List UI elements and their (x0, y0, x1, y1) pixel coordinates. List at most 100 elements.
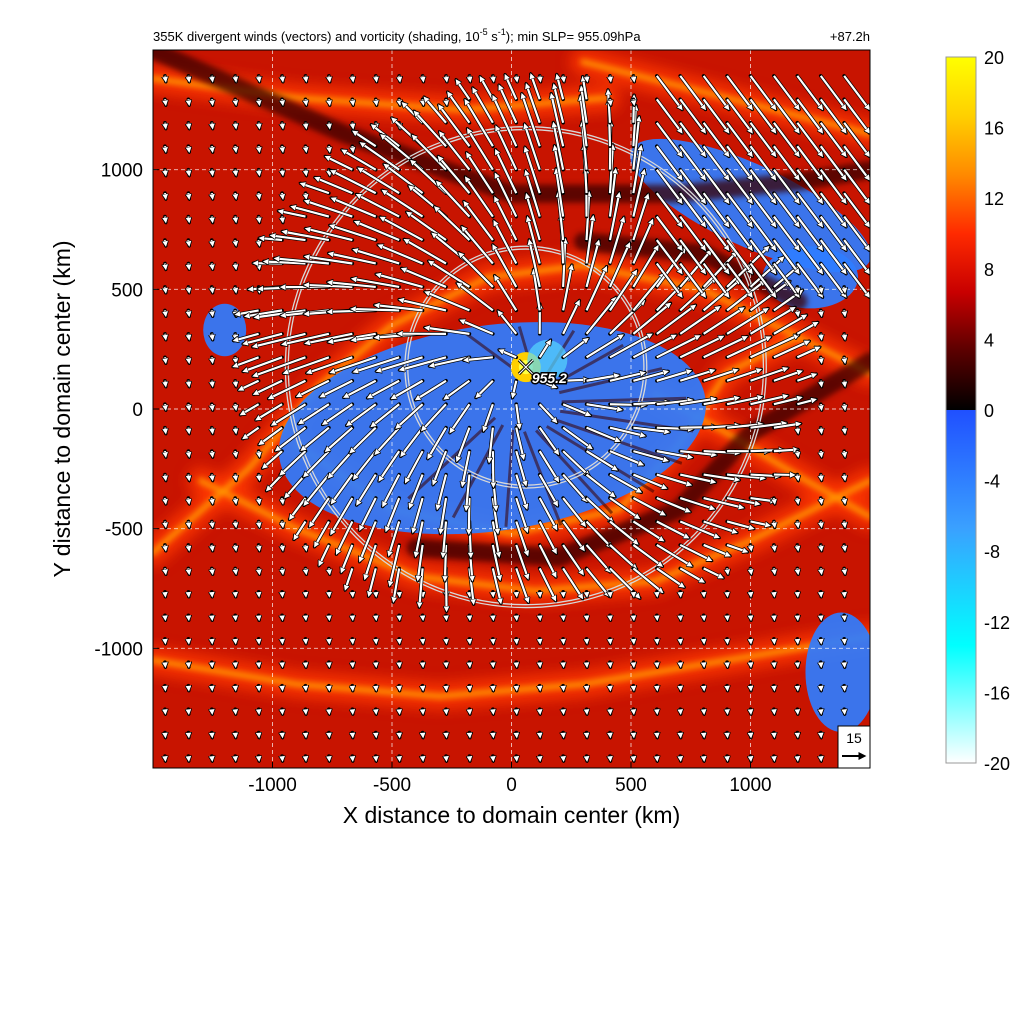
wind-vector (357, 473, 377, 505)
wind-vector (165, 146, 166, 152)
wind-vector (749, 257, 784, 288)
wind-vector (821, 497, 822, 504)
wind-vector (843, 192, 870, 226)
wind-vector (703, 337, 747, 359)
wind-vector (726, 239, 752, 273)
wind-vector (305, 169, 306, 176)
wind-vector (351, 309, 400, 310)
wind-vector (425, 292, 470, 312)
wind-vector (585, 520, 612, 547)
wind-vector (350, 426, 377, 453)
wind-vector (188, 192, 189, 199)
wind-vector (608, 193, 619, 241)
wind-vector (407, 212, 447, 241)
wind-vector (526, 194, 541, 241)
wind-vector (656, 497, 690, 512)
wind-vector (515, 427, 523, 459)
wind-vector (259, 169, 260, 176)
colorbar-frame (945, 56, 977, 764)
wind-vector (585, 544, 611, 572)
wind-vector (797, 521, 798, 527)
wind-vector (456, 80, 471, 100)
wind-vector (679, 192, 705, 226)
wind-vector (445, 544, 446, 581)
wind-vector (283, 232, 330, 242)
wind-vector (632, 220, 652, 264)
wind-vector (632, 146, 641, 194)
wind-vector (305, 75, 306, 82)
wind-vector (680, 399, 715, 406)
wind-vector (384, 164, 424, 195)
wind-vector (773, 75, 799, 109)
wind-vector (165, 239, 166, 246)
x-tick-label: 1000 (729, 775, 771, 796)
wind-vector (844, 357, 845, 363)
wind-vector (259, 216, 260, 223)
wind-vector (556, 169, 565, 217)
wind-vector (188, 286, 189, 293)
wind-vector (253, 356, 306, 376)
wind-vector (353, 250, 400, 265)
wind-vector (773, 397, 802, 406)
wind-vector (843, 145, 870, 179)
wind-vector (844, 474, 845, 481)
wind-vector (773, 341, 809, 359)
wind-vector (212, 497, 213, 504)
wind-vector (235, 286, 236, 293)
wind-vector (656, 450, 692, 457)
wind-vector (235, 450, 236, 457)
wind-vector (165, 474, 166, 481)
wind-vector (726, 520, 753, 528)
wind-vector (344, 379, 377, 398)
wind-vector (282, 99, 283, 105)
wind-vector (212, 333, 213, 340)
wind-vector (539, 379, 557, 388)
wind-vector (275, 258, 330, 265)
wind-vector (796, 122, 822, 156)
wind-vector (496, 150, 518, 194)
wind-vector (773, 145, 799, 179)
wind-vector (165, 544, 166, 551)
wind-vector (797, 474, 798, 481)
wind-vector (821, 333, 822, 340)
wind-vector (354, 450, 377, 479)
wind-vector (538, 544, 556, 577)
wind-vector (235, 357, 236, 363)
wind-vector (796, 98, 822, 132)
wind-vector (726, 75, 752, 109)
wind-vector (632, 246, 658, 288)
wind-vector (382, 190, 424, 218)
wind-vector (749, 307, 795, 335)
colorbar-tick-label: 16 (984, 119, 1004, 139)
wind-vector (165, 263, 166, 269)
wind-vector (423, 75, 424, 82)
wind-vector (515, 521, 528, 555)
wind-vector (282, 122, 283, 129)
wind-vector (581, 87, 588, 123)
wind-vector (773, 122, 799, 156)
wind-vector (585, 473, 615, 497)
wind-vector (632, 567, 662, 592)
wind-vector (562, 265, 572, 311)
wind-vector (632, 117, 639, 170)
wind-vector (656, 400, 692, 406)
wind-vector (491, 497, 498, 533)
wind-vector (446, 99, 447, 105)
wind-vector (702, 98, 729, 132)
wind-vector (496, 126, 518, 171)
wind-vector (797, 310, 798, 316)
core-streak (552, 343, 624, 386)
wind-vector (358, 168, 400, 195)
wind-vector (331, 171, 377, 195)
wind-vector (444, 379, 471, 399)
wind-vector (726, 369, 761, 382)
wind-vector (819, 75, 846, 109)
wind-vector (212, 216, 213, 223)
wind-vector (819, 98, 846, 132)
wind-vector (418, 544, 424, 580)
wind-vector (299, 403, 330, 423)
wind-vector (751, 568, 752, 574)
wind-vector (750, 396, 788, 406)
wind-vector (450, 403, 471, 432)
wind-vector (526, 84, 541, 124)
